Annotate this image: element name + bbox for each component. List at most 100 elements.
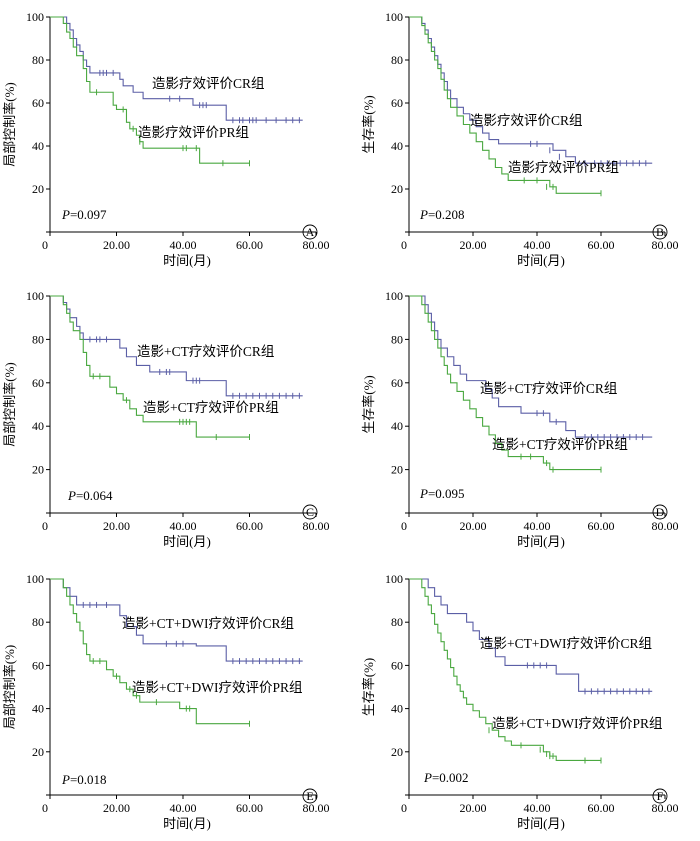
panel-letter-circle: [302, 788, 318, 804]
km-panel-f: 20 40 60 80 100 0 20.00 40.00 60.00 80.00 时间(月) 生存率…: [361, 572, 679, 831]
y-tick-label: 100: [385, 572, 403, 586]
panel-letter: E: [306, 789, 313, 803]
y-tick-label: 80: [32, 615, 44, 629]
km-curve-pr: [409, 295, 601, 471]
y-axis-label: 局部控制率(%): [2, 645, 17, 730]
x-tick-label: 60.00: [588, 519, 615, 533]
panel-letter-circle: [302, 504, 318, 520]
p-value: P=0.064: [67, 488, 113, 503]
y-tick-label: 60: [391, 376, 403, 390]
y-axis-label: 生存率(%): [361, 658, 376, 717]
x-tick-label: 40.00: [170, 519, 197, 533]
x-tick-label: 20.00: [103, 519, 130, 533]
x-tick-label: 0: [401, 519, 407, 533]
x-tick-label: 60.00: [236, 238, 263, 252]
y-tick-label: 100: [26, 289, 44, 303]
km-panel-e: 20 40 60 80 100 0 20.00 40.00 60.00 80.00 时间(月) 局部控…: [2, 572, 330, 831]
p-number: =0.002: [432, 770, 469, 785]
y-axis-label: 生存率(%): [361, 95, 376, 154]
panel-letter: F: [657, 789, 664, 803]
panel-letter: C: [306, 505, 314, 519]
panel-letter-circle: [652, 504, 668, 520]
y-tick-label: 20: [32, 463, 44, 477]
x-tick-label: 40.00: [170, 801, 197, 815]
km-panel-c: 20 40 60 80 100 0 20.00 40.00 60.00 80.00 时间(月) 局部控…: [2, 289, 330, 549]
y-tick-label: 20: [32, 745, 44, 759]
series-annotation-cr: 造影疗效评价CR组: [152, 76, 265, 91]
series-annotation-cr: 造影+CT疗效评价CR组: [137, 344, 274, 359]
km-curve-pr: [409, 16, 601, 194]
x-tick-label: 0: [401, 238, 407, 252]
series-annotation-cr: 造影疗效评价CR组: [470, 113, 583, 128]
x-axis-label: 时间(月): [163, 816, 211, 831]
x-tick-label: 80.00: [303, 801, 330, 815]
y-tick-label: 80: [391, 332, 403, 346]
y-tick-label: 40: [32, 139, 44, 153]
p-number: =0.208: [428, 207, 465, 222]
y-tick-label: 80: [32, 53, 44, 67]
x-tick-label: 80.00: [652, 801, 679, 815]
y-tick-label: 100: [26, 10, 44, 24]
p-value: P=0.018: [61, 772, 107, 787]
x-tick-label: 60.00: [236, 801, 263, 815]
y-tick-label: 40: [391, 702, 403, 716]
x-tick-label: 0: [401, 801, 407, 815]
y-tick-label: 60: [391, 658, 403, 672]
y-tick-label: 100: [26, 572, 44, 586]
x-tick-label: 80.00: [652, 238, 679, 252]
x-tick-label: 20.00: [460, 519, 487, 533]
series-annotation-cr: 造影+CT+DWI疗效评价CR组: [122, 616, 294, 631]
km-curve-cr: [409, 295, 653, 438]
series-annotation-pr: 造影+CT+DWI疗效评价PR组: [132, 680, 302, 695]
p-symbol: P: [61, 207, 70, 222]
panel-letter: B: [656, 225, 664, 239]
x-tick-label: 60.00: [236, 519, 263, 533]
y-tick-label: 60: [391, 96, 403, 110]
y-tick-label: 60: [32, 376, 44, 390]
x-tick-label: 60.00: [588, 238, 615, 252]
x-tick-label: 20.00: [103, 801, 130, 815]
panel-letter-circle: [302, 224, 318, 240]
y-tick-label: 80: [391, 53, 403, 67]
km-curve-cr: [50, 578, 303, 662]
panel-letter-circle: [652, 788, 668, 804]
series-annotation-pr: 造影+CT疗效评价PR组: [492, 437, 628, 452]
km-panel-d: 20 40 60 80 100 0 20.00 40.00 60.00 80.00 时间(月) 生存率…: [361, 289, 679, 549]
x-axis-label: 时间(月): [163, 534, 211, 549]
y-tick-label: 100: [385, 10, 403, 24]
y-tick-label: 60: [32, 96, 44, 110]
y-tick-label: 20: [391, 463, 403, 477]
x-tick-label: 40.00: [170, 238, 197, 252]
km-curve-pr: [50, 578, 250, 725]
x-tick-label: 20.00: [460, 238, 487, 252]
p-value: P=0.097: [61, 207, 107, 222]
x-tick-label: 80.00: [303, 238, 330, 252]
x-tick-label: 20.00: [103, 238, 130, 252]
p-symbol: P: [67, 488, 76, 503]
y-tick-label: 40: [32, 419, 44, 433]
p-number: =0.097: [70, 207, 107, 222]
series-annotation-cr: 造影+CT疗效评价CR组: [480, 381, 617, 396]
x-tick-label: 0: [42, 238, 48, 252]
series-annotation-pr: 造影疗效评价PR组: [138, 125, 249, 140]
p-value: P=0.208: [419, 207, 465, 222]
p-number: =0.064: [76, 488, 113, 503]
y-tick-label: 40: [391, 419, 403, 433]
x-tick-label: 80.00: [652, 519, 679, 533]
x-tick-label: 0: [42, 519, 48, 533]
km-curve-pr: [50, 295, 250, 438]
x-axis-label: 时间(月): [517, 816, 565, 831]
y-tick-label: 40: [32, 702, 44, 716]
x-tick-label: 40.00: [524, 238, 551, 252]
x-tick-label: 20.00: [460, 801, 487, 815]
x-tick-label: 0: [42, 801, 48, 815]
y-tick-label: 20: [32, 182, 44, 196]
p-symbol: P: [419, 486, 428, 501]
series-annotation-pr: 造影+CT疗效评价PR组: [143, 400, 279, 415]
y-tick-label: 20: [391, 182, 403, 196]
p-value: P=0.002: [423, 770, 469, 785]
panel-letter-circle: [652, 224, 668, 240]
p-number: =0.018: [70, 772, 107, 787]
panel-letter: A: [306, 225, 315, 239]
